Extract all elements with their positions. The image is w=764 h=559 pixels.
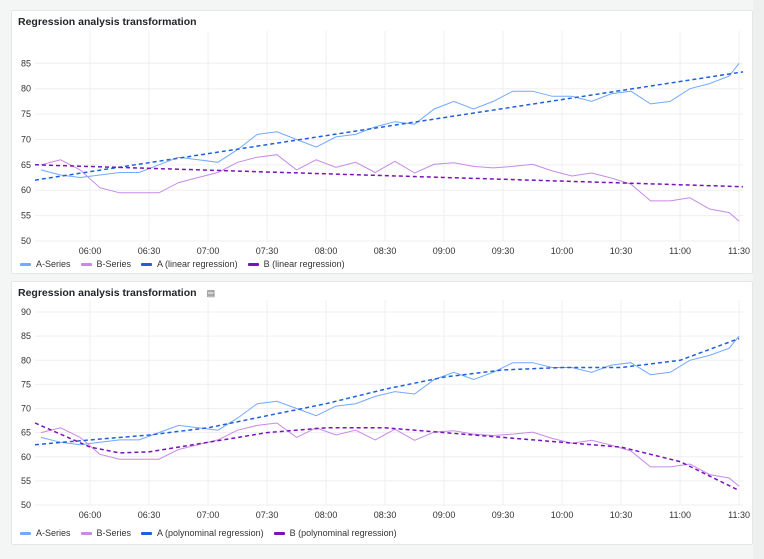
- y-tick-label: 75: [21, 109, 31, 119]
- x-tick-label: 09:30: [492, 246, 515, 256]
- legend: A-Series B-Series A (linear regression) B (…: [20, 259, 345, 269]
- legend-item[interactable]: B-Series: [80, 528, 132, 538]
- series-line-a-series: [40, 335, 740, 446]
- legend-swatch-icon: [247, 262, 259, 266]
- legend-item[interactable]: B (linear regression): [247, 259, 345, 269]
- y-tick-label: 90: [21, 307, 31, 317]
- x-tick-label: 10:30: [610, 246, 633, 256]
- x-tick-label: 06:30: [138, 510, 161, 520]
- y-tick-label: 60: [21, 452, 31, 462]
- x-tick-label: 07:30: [256, 246, 279, 256]
- y-tick-label: 70: [21, 404, 31, 414]
- panel-polynomial-regression: Regression analysis transformation ▤ 50 55…: [11, 281, 753, 545]
- y-tick-label: 75: [21, 379, 31, 389]
- y-tick-label: 85: [21, 331, 31, 341]
- y-tick-label: 65: [21, 428, 31, 438]
- library-panel-icon[interactable]: ▤: [206, 287, 216, 298]
- series-line-a-series: [40, 62, 740, 179]
- legend-swatch-icon: [141, 531, 153, 535]
- x-tick-label: 09:30: [492, 510, 515, 520]
- x-tick-label: 11:30: [728, 246, 750, 256]
- y-tick-label: 55: [21, 476, 31, 486]
- x-tick-label: 07:00: [197, 246, 220, 256]
- legend-label: B-Series: [96, 259, 132, 269]
- series-line-b-polynominal-regression: [34, 422, 740, 492]
- series-line-a-linear-regression: [34, 71, 744, 181]
- x-tick-label: 09:00: [433, 246, 456, 256]
- x-tick-label: 06:00: [79, 510, 102, 520]
- y-tick-label: 65: [21, 160, 31, 170]
- x-tick-label: 10:00: [551, 510, 574, 520]
- y-tick-label: 55: [21, 211, 31, 221]
- panel-linear-regression: Regression analysis transformation 50 55 6…: [11, 10, 753, 274]
- legend-item[interactable]: A-Series: [20, 259, 71, 269]
- x-tick-label: 11:00: [669, 246, 691, 256]
- y-tick-label: 70: [21, 134, 31, 144]
- y-tick-label: 50: [21, 500, 31, 510]
- legend-swatch-icon: [141, 262, 153, 266]
- x-tick-label: 07:00: [197, 510, 220, 520]
- legend-label: A-Series: [36, 528, 71, 538]
- series-line-b-linear-regression: [34, 164, 744, 188]
- x-tick-label: 08:30: [374, 246, 397, 256]
- panel-title[interactable]: Regression analysis transformation ▤: [18, 287, 215, 299]
- x-tick-label: 10:30: [610, 510, 633, 520]
- legend-swatch-icon: [20, 531, 31, 535]
- legend-item[interactable]: A (polynominal regression): [141, 528, 264, 538]
- series-line-a-polynominal-regression: [34, 337, 740, 446]
- legend-swatch-icon: [20, 262, 31, 266]
- chart-linear-regression: 50 55 60 65 70 75 80 85 06:00 06:30 07:00 07:30 08:0…: [21, 31, 750, 256]
- y-tick-label: 85: [21, 58, 31, 68]
- legend-label: B (linear regression): [263, 259, 345, 269]
- legend-item[interactable]: B (polynominal regression): [273, 528, 397, 538]
- series-line-b-series: [40, 154, 740, 222]
- chart-polynomial-regression: 50 55 60 65 70 75 80 85 90 06:00 06:30 07:00 07:30 08…: [21, 300, 750, 520]
- x-tick-label: 11:30: [728, 510, 750, 520]
- scrollbar[interactable]: [753, 0, 764, 559]
- panel-title[interactable]: Regression analysis transformation: [18, 16, 197, 28]
- legend-label: A (polynominal regression): [157, 528, 264, 538]
- legend-label: B (polynominal regression): [289, 528, 397, 538]
- legend-item[interactable]: A-Series: [20, 528, 71, 538]
- x-tick-label: 08:00: [315, 246, 338, 256]
- legend-swatch-icon: [80, 262, 92, 266]
- legend-label: A-Series: [36, 259, 71, 269]
- x-tick-label: 09:00: [433, 510, 456, 520]
- x-tick-label: 06:00: [79, 246, 102, 256]
- x-tick-label: 10:00: [551, 246, 574, 256]
- y-tick-label: 80: [21, 84, 31, 94]
- y-tick-label: 60: [21, 185, 31, 195]
- legend-item[interactable]: A (linear regression): [141, 259, 238, 269]
- legend-item[interactable]: B-Series: [80, 259, 132, 269]
- legend-swatch-icon: [80, 531, 92, 535]
- x-tick-label: 06:30: [138, 246, 161, 256]
- y-tick-label: 50: [21, 236, 31, 246]
- x-tick-label: 07:30: [256, 510, 279, 520]
- legend-label: A (linear regression): [157, 259, 238, 269]
- panel-title-text: Regression analysis transformation: [18, 287, 197, 299]
- x-tick-label: 08:00: [315, 510, 338, 520]
- legend: A-Series B-Series A (polynominal regressio…: [20, 528, 397, 538]
- legend-label: B-Series: [96, 528, 132, 538]
- y-tick-label: 80: [21, 355, 31, 365]
- x-tick-label: 11:00: [669, 510, 691, 520]
- x-tick-label: 08:30: [374, 510, 397, 520]
- panel-title-text: Regression analysis transformation: [18, 16, 197, 28]
- legend-swatch-icon: [273, 531, 285, 535]
